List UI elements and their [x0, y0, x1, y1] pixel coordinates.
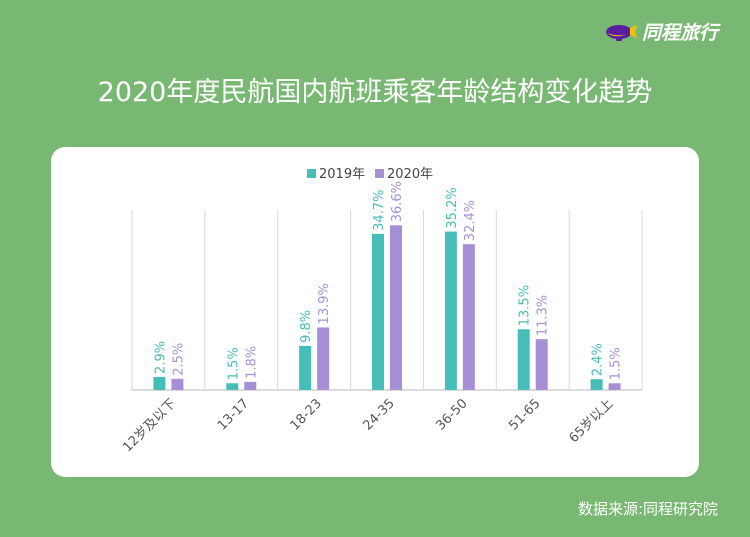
legend-label: 2019年 — [319, 167, 365, 182]
data-label: 2.9% — [153, 341, 168, 374]
legend-label: 2020年 — [387, 167, 433, 182]
data-label: 34.7% — [372, 190, 387, 231]
x-tick-label: 13-17 — [215, 396, 252, 433]
data-label: 11.3% — [536, 295, 551, 336]
bar — [226, 383, 239, 390]
data-label: 2.4% — [591, 343, 606, 376]
data-label: 13.5% — [518, 285, 533, 326]
bar — [171, 378, 184, 390]
bar — [372, 233, 384, 390]
bar — [517, 329, 530, 390]
x-tick-label: 12岁及以下 — [120, 396, 179, 455]
legend-swatch — [307, 169, 316, 178]
legend-swatch — [375, 169, 384, 178]
data-label: 36.6% — [390, 181, 405, 222]
data-label: 9.8% — [299, 310, 314, 343]
brand-logo: 同程旅行 — [604, 18, 718, 45]
x-tick-label: 51-65 — [506, 396, 543, 433]
x-tick-label: 24-35 — [361, 396, 398, 433]
bar — [317, 327, 330, 390]
bar — [244, 381, 257, 390]
x-tick-label: 65岁以上 — [567, 396, 617, 446]
source-note: 数据来源:同程研究院 — [577, 500, 718, 518]
bar — [299, 345, 312, 390]
page-title: 2020年度民航国内航班乘客年龄结构变化趋势 — [97, 77, 653, 108]
bar — [590, 379, 603, 390]
bar — [535, 339, 548, 390]
bar — [153, 376, 166, 390]
brand-name: 同程旅行 — [642, 22, 719, 44]
data-label: 1.8% — [244, 346, 259, 379]
bar — [444, 231, 457, 390]
data-label: 1.5% — [609, 347, 624, 380]
bar — [390, 225, 402, 390]
data-label: 2.5% — [171, 343, 186, 376]
x-tick-label: 36-50 — [433, 396, 470, 433]
data-label: 35.2% — [445, 187, 460, 228]
data-label: 32.4% — [463, 200, 478, 241]
data-label: 1.5% — [226, 347, 241, 380]
bar — [608, 383, 621, 390]
data-label: 13.9% — [317, 283, 332, 324]
x-tick-label: 18-23 — [288, 396, 325, 433]
bar — [462, 244, 475, 390]
blimp-logo-icon — [606, 24, 637, 41]
